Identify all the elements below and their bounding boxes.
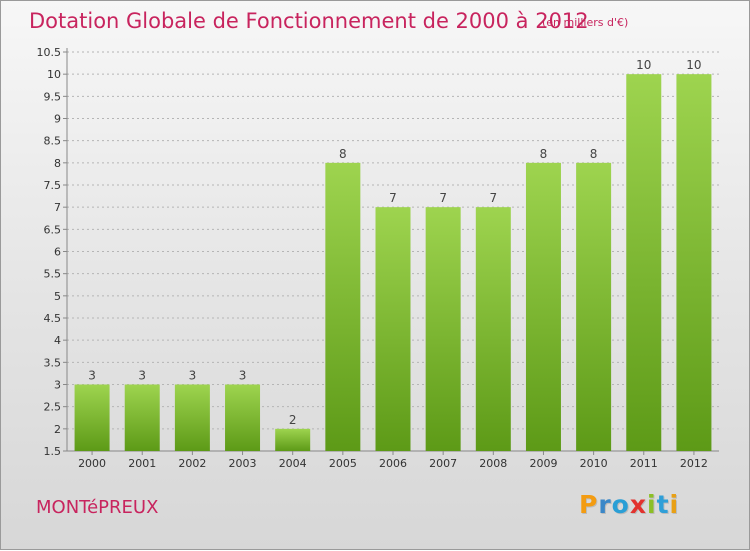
data-label: 3 bbox=[88, 369, 96, 383]
y-tick-label: 4.5 bbox=[44, 312, 62, 325]
x-tick-label: 2005 bbox=[329, 457, 357, 470]
y-tick-label: 7 bbox=[54, 201, 61, 214]
y-tick-label: 9 bbox=[54, 113, 61, 126]
y-tick-label: 8 bbox=[54, 157, 61, 170]
data-label: 2 bbox=[289, 413, 297, 427]
bar bbox=[174, 384, 210, 451]
bar bbox=[275, 428, 311, 451]
y-tick-label: 3 bbox=[54, 379, 61, 392]
y-tick-label: 6.5 bbox=[44, 223, 62, 236]
x-tick-label: 2011 bbox=[630, 457, 658, 470]
unit-note: (en milliers d'€) bbox=[542, 16, 629, 29]
y-tick-label: 9.5 bbox=[44, 90, 62, 103]
data-label: 8 bbox=[540, 147, 548, 161]
y-tick-label: 7.5 bbox=[44, 179, 62, 192]
x-tick-label: 2006 bbox=[379, 457, 407, 470]
x-tick-label: 2002 bbox=[178, 457, 206, 470]
data-label: 10 bbox=[686, 58, 701, 72]
x-tick-label: 2004 bbox=[279, 457, 307, 470]
y-tick-label: 8.5 bbox=[44, 135, 62, 148]
data-label: 8 bbox=[590, 147, 598, 161]
bar bbox=[475, 207, 511, 451]
bar bbox=[576, 162, 612, 452]
x-tick-label: 2001 bbox=[128, 457, 156, 470]
bar bbox=[74, 384, 110, 451]
bar bbox=[124, 384, 160, 451]
bar bbox=[676, 74, 712, 452]
bar bbox=[425, 207, 461, 451]
y-tick-label: 6 bbox=[54, 246, 61, 259]
x-tick-label: 2008 bbox=[479, 457, 507, 470]
data-label: 7 bbox=[489, 191, 497, 205]
x-tick-label: 2012 bbox=[680, 457, 708, 470]
logo-letter: o bbox=[611, 490, 630, 519]
logo-letter: i bbox=[647, 490, 657, 519]
data-label: 7 bbox=[439, 191, 447, 205]
y-tick-label: 4 bbox=[54, 334, 61, 347]
y-tick-label: 5 bbox=[54, 290, 61, 303]
logo-letter: r bbox=[598, 490, 612, 519]
y-tick-label: 2.5 bbox=[44, 401, 62, 414]
data-label: 8 bbox=[339, 147, 347, 161]
logo-letter: x bbox=[629, 490, 647, 519]
x-tick-label: 2000 bbox=[78, 457, 106, 470]
y-tick-label: 2 bbox=[54, 423, 61, 436]
logo-letter: t bbox=[656, 490, 670, 519]
data-label: 3 bbox=[138, 369, 146, 383]
bar bbox=[225, 384, 261, 451]
data-label: 10 bbox=[636, 58, 651, 72]
y-tick-label: 10.5 bbox=[37, 46, 62, 59]
data-label: 3 bbox=[239, 369, 247, 383]
data-label: 3 bbox=[189, 369, 197, 383]
y-tick-label: 1.5 bbox=[44, 445, 62, 458]
chart-title: Dotation Globale de Fonctionnement de 20… bbox=[29, 9, 589, 33]
y-tick-label: 5.5 bbox=[44, 268, 62, 281]
x-tick-label: 2007 bbox=[429, 457, 457, 470]
data-label: 7 bbox=[389, 191, 397, 205]
x-tick-label: 2010 bbox=[580, 457, 608, 470]
x-tick-label: 2003 bbox=[229, 457, 257, 470]
logo-letter: P bbox=[579, 490, 599, 519]
bar bbox=[375, 207, 411, 451]
x-tick-label: 2009 bbox=[529, 457, 557, 470]
y-tick-label: 3.5 bbox=[44, 356, 62, 369]
bar bbox=[325, 162, 361, 452]
y-tick-label: 10 bbox=[47, 68, 61, 81]
bar bbox=[525, 162, 561, 452]
bar bbox=[626, 74, 662, 452]
proxiti-logo: Proxiti bbox=[579, 490, 679, 519]
place-name: MONTéPREUX bbox=[36, 497, 159, 518]
logo-letter: i bbox=[669, 490, 680, 519]
